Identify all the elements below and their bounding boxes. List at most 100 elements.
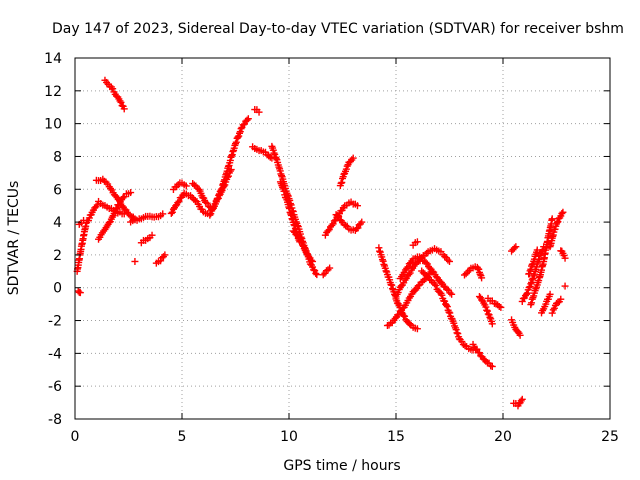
x-tick-label: 0 (71, 429, 80, 445)
data-point (313, 271, 321, 279)
data-point (452, 326, 460, 334)
data-point (375, 244, 383, 252)
data-point (548, 215, 556, 223)
data-point (119, 194, 127, 202)
data-point (532, 285, 540, 293)
data-point (437, 279, 445, 287)
data-point (328, 221, 336, 229)
data-point (324, 266, 332, 274)
data-point (290, 221, 298, 229)
data-point (380, 260, 388, 268)
data-point (268, 142, 276, 150)
data-point (203, 199, 211, 207)
data-point (270, 149, 278, 157)
data-point (126, 212, 134, 220)
data-point (561, 282, 569, 290)
data-point (406, 320, 414, 328)
data-point (342, 221, 350, 229)
data-point (546, 290, 554, 298)
data-point (391, 314, 399, 322)
data-point (302, 248, 310, 256)
data-point (255, 108, 263, 116)
y-tick-label: 10 (44, 117, 62, 133)
data-point (107, 185, 115, 193)
data-point (549, 306, 557, 314)
data-point (527, 280, 535, 288)
data-point (324, 227, 332, 235)
data-point (454, 330, 462, 338)
y-axis-label: SDTVAR / TECUs (6, 181, 22, 296)
data-point (330, 217, 338, 225)
data-point (443, 303, 451, 311)
data-point (422, 249, 430, 257)
data-point (239, 121, 247, 129)
data-point (412, 286, 420, 294)
data-point (148, 231, 156, 239)
data-point (517, 397, 525, 405)
data-point (76, 289, 84, 297)
data-point (319, 271, 327, 279)
data-point (533, 246, 541, 254)
data-point (206, 211, 214, 219)
y-tick-label: 2 (53, 248, 62, 264)
y-tick-label: 4 (53, 215, 62, 231)
data-point (108, 213, 116, 221)
y-tick-label: -2 (48, 314, 62, 330)
data-point (326, 264, 334, 272)
data-point (476, 270, 484, 278)
data-point (444, 256, 452, 264)
data-point (82, 222, 90, 230)
data-point (527, 265, 535, 273)
data-point (405, 270, 413, 278)
data-point (312, 269, 320, 277)
data-point (446, 309, 454, 317)
data-point (168, 208, 176, 216)
data-point (120, 105, 128, 113)
data-point (528, 276, 536, 284)
x-tick-label: 20 (494, 429, 512, 445)
data-point (426, 264, 434, 272)
data-point (234, 133, 242, 141)
x-tick-label: 15 (387, 429, 405, 445)
data-point (161, 251, 169, 259)
data-point (548, 309, 556, 317)
y-tick-label: 0 (53, 281, 62, 297)
data-point (482, 303, 490, 311)
data-point (232, 140, 239, 148)
data-point (554, 218, 562, 226)
data-point (527, 301, 535, 309)
data-point (224, 173, 232, 181)
data-point (117, 98, 125, 106)
data-point (127, 189, 135, 197)
data-point (112, 205, 120, 213)
data-point (333, 212, 341, 220)
data-point (431, 280, 439, 288)
data-point (561, 254, 569, 262)
data-point (510, 244, 518, 252)
data-point (526, 267, 534, 275)
data-point (298, 237, 306, 245)
data-point (462, 270, 470, 278)
data-point (558, 210, 566, 218)
x-tick-label: 10 (280, 429, 298, 445)
data-point (461, 342, 469, 350)
data-point (403, 264, 411, 272)
data-point (523, 289, 531, 297)
data-point (475, 265, 483, 273)
y-tick-label: 6 (53, 182, 62, 198)
data-point (475, 349, 483, 357)
data-point (226, 167, 234, 175)
data-point (421, 270, 429, 278)
data-point (416, 253, 424, 261)
data-point (131, 257, 139, 265)
data-point (227, 166, 235, 174)
data-point (448, 290, 456, 298)
y-tick-label: 8 (53, 149, 62, 165)
data-point (414, 282, 422, 290)
data-point (446, 257, 453, 265)
data-point (237, 125, 245, 133)
chart-title: Day 147 of 2023, Sidereal Day-to-day VTE… (52, 21, 624, 37)
grid-lines (75, 58, 610, 419)
data-point (453, 329, 461, 337)
data-point (413, 325, 421, 333)
